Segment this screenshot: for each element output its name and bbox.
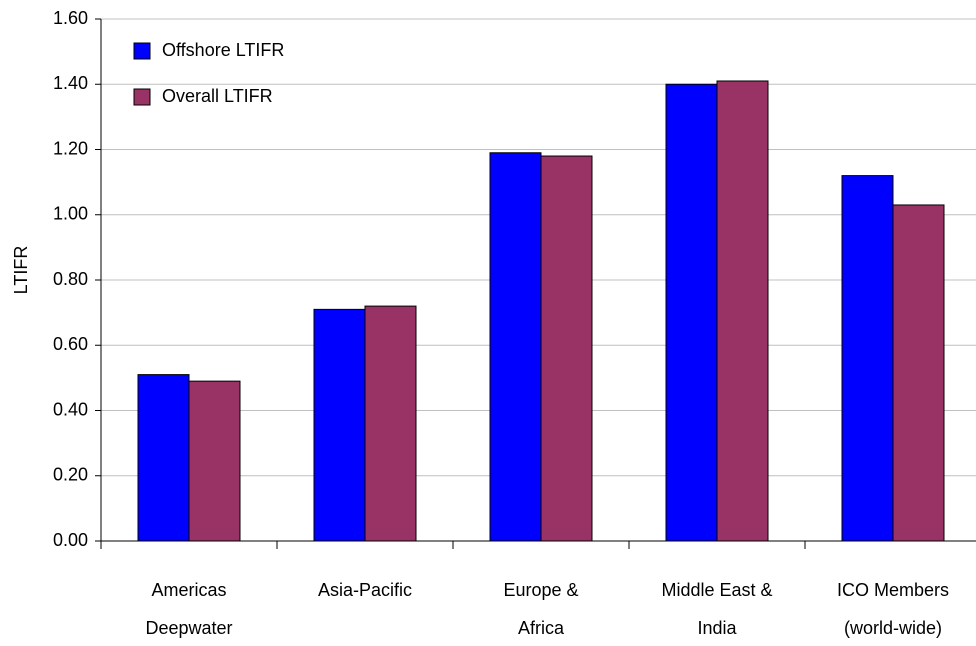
y-tick-label: 0.20 (53, 465, 88, 485)
bar (313, 308, 366, 542)
bar (364, 305, 417, 542)
x-tick-label: Middle East & (661, 580, 772, 600)
bar (489, 152, 542, 542)
y-axis-title: LTIFR (11, 246, 31, 295)
bar (188, 380, 241, 542)
legend-label: Offshore LTIFR (162, 40, 284, 60)
y-tick-label: 0.80 (53, 269, 88, 289)
bar (716, 80, 769, 542)
y-tick-label: 0.60 (53, 334, 88, 354)
x-tick-label: Americas (151, 580, 226, 600)
bar (841, 175, 894, 542)
legend-label: Overall LTIFR (162, 86, 273, 106)
x-tick-label: India (697, 618, 737, 638)
y-tick-label: 0.40 (53, 399, 88, 419)
y-tick-label: 1.00 (53, 204, 88, 224)
y-tick-label: 1.60 (53, 8, 88, 28)
y-tick-label: 0.00 (53, 530, 88, 550)
x-tick-label: Africa (518, 618, 565, 638)
bar (137, 374, 190, 542)
x-tick-label: Asia-Pacific (318, 580, 412, 600)
x-tick-label: Deepwater (145, 618, 232, 638)
bar (540, 155, 593, 542)
legend-swatch (133, 42, 151, 60)
y-tick-label: 1.40 (53, 73, 88, 93)
x-tick-label: ICO Members (837, 580, 949, 600)
x-tick-label: (world-wide) (844, 618, 942, 638)
bar (892, 204, 945, 542)
bar (665, 83, 718, 542)
x-tick-label: Europe & (503, 580, 578, 600)
legend-swatch (133, 88, 151, 106)
y-tick-label: 1.20 (53, 138, 88, 158)
